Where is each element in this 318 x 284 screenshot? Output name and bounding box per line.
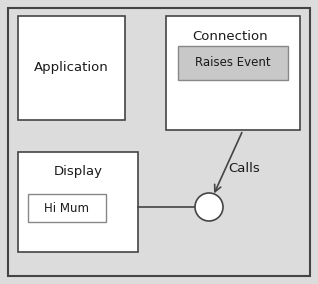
Bar xyxy=(18,152,138,252)
Bar xyxy=(18,16,125,120)
Bar xyxy=(178,46,288,80)
Text: Application: Application xyxy=(34,62,109,74)
Circle shape xyxy=(195,193,223,221)
Text: Connection: Connection xyxy=(192,30,268,43)
Bar xyxy=(28,194,106,222)
Text: Raises Event: Raises Event xyxy=(195,57,271,70)
Text: Display: Display xyxy=(53,166,102,179)
Text: Calls: Calls xyxy=(228,162,260,174)
Bar xyxy=(166,16,300,130)
Text: Hi Mum: Hi Mum xyxy=(45,202,89,214)
